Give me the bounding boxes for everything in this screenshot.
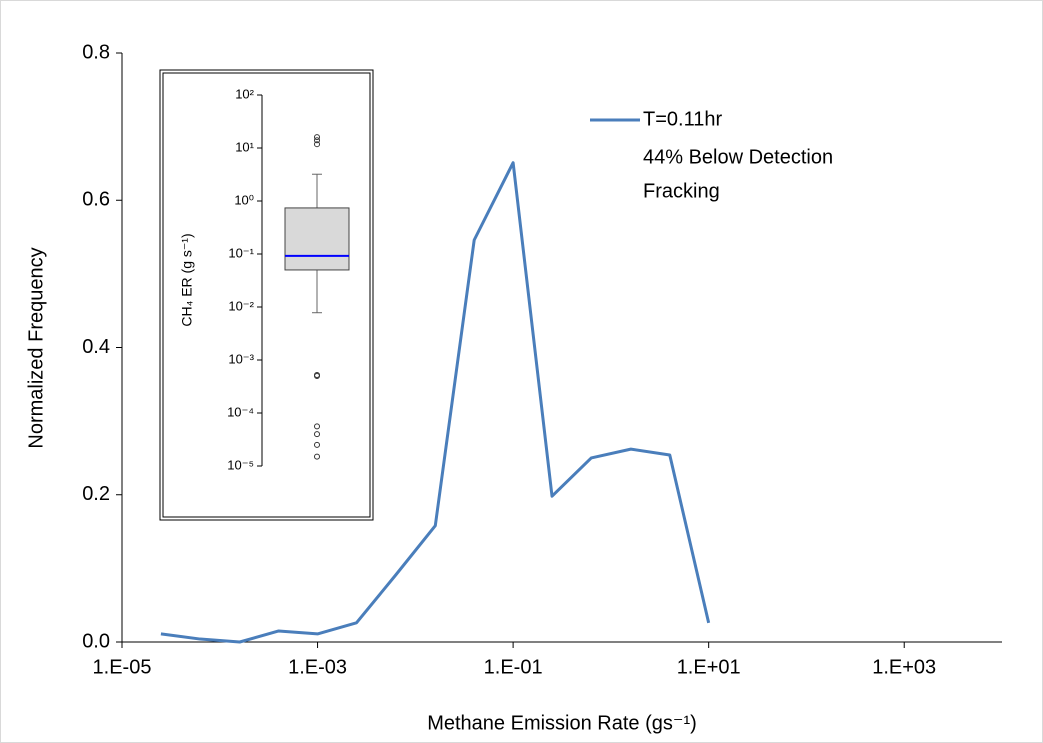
- inset-y-tick-label: 10⁻³: [228, 351, 254, 366]
- y-tick-label: 0.8: [82, 41, 110, 63]
- box: [284, 207, 350, 271]
- inset-y-tick-label: 10⁻⁴: [227, 404, 254, 419]
- x-tick-label: 1.E-03: [288, 656, 347, 678]
- inset-y-tick-label: 10⁻¹: [228, 245, 254, 260]
- y-tick-label: 0.6: [82, 189, 110, 211]
- inset-y-tick-label: 10⁰: [234, 192, 254, 207]
- outlier: [314, 137, 320, 144]
- outlier: [314, 453, 320, 460]
- annotation: 44% Below Detection: [643, 146, 833, 168]
- inset-y-tick-label: 10⁻⁵: [227, 457, 254, 472]
- y-tick-label: 0.0: [82, 630, 110, 652]
- outlier: [314, 372, 320, 379]
- outlier: [314, 431, 320, 438]
- inset-y-tick-label: 10⁻²: [228, 298, 254, 313]
- x-tick-label: 1.E-01: [484, 656, 543, 678]
- y-tick-label: 0.4: [82, 336, 110, 358]
- inset-frame-inner: [162, 72, 371, 518]
- x-axis-label: Methane Emission Rate (gs⁻¹): [427, 712, 697, 734]
- x-tick-label: 1.E-05: [93, 656, 152, 678]
- inset-y-tick-label: 10²: [235, 86, 254, 101]
- x-tick-label: 1.E+01: [677, 656, 741, 678]
- outlier: [314, 441, 320, 448]
- inset-y-axis-label: CH₄ ER (g s⁻¹): [179, 233, 195, 326]
- legend-label: T=0.11hr: [643, 108, 722, 130]
- outlier: [314, 134, 320, 141]
- outlier: [314, 423, 320, 430]
- y-tick-label: 0.2: [82, 483, 110, 505]
- inset-y-tick-label: 10¹: [235, 139, 254, 154]
- data-line: [160, 161, 711, 644]
- annotation: Fracking: [643, 180, 720, 202]
- y-axis-label: Normalized Frequency: [25, 247, 47, 448]
- x-tick-label: 1.E+03: [872, 656, 936, 678]
- outlier: [314, 141, 320, 148]
